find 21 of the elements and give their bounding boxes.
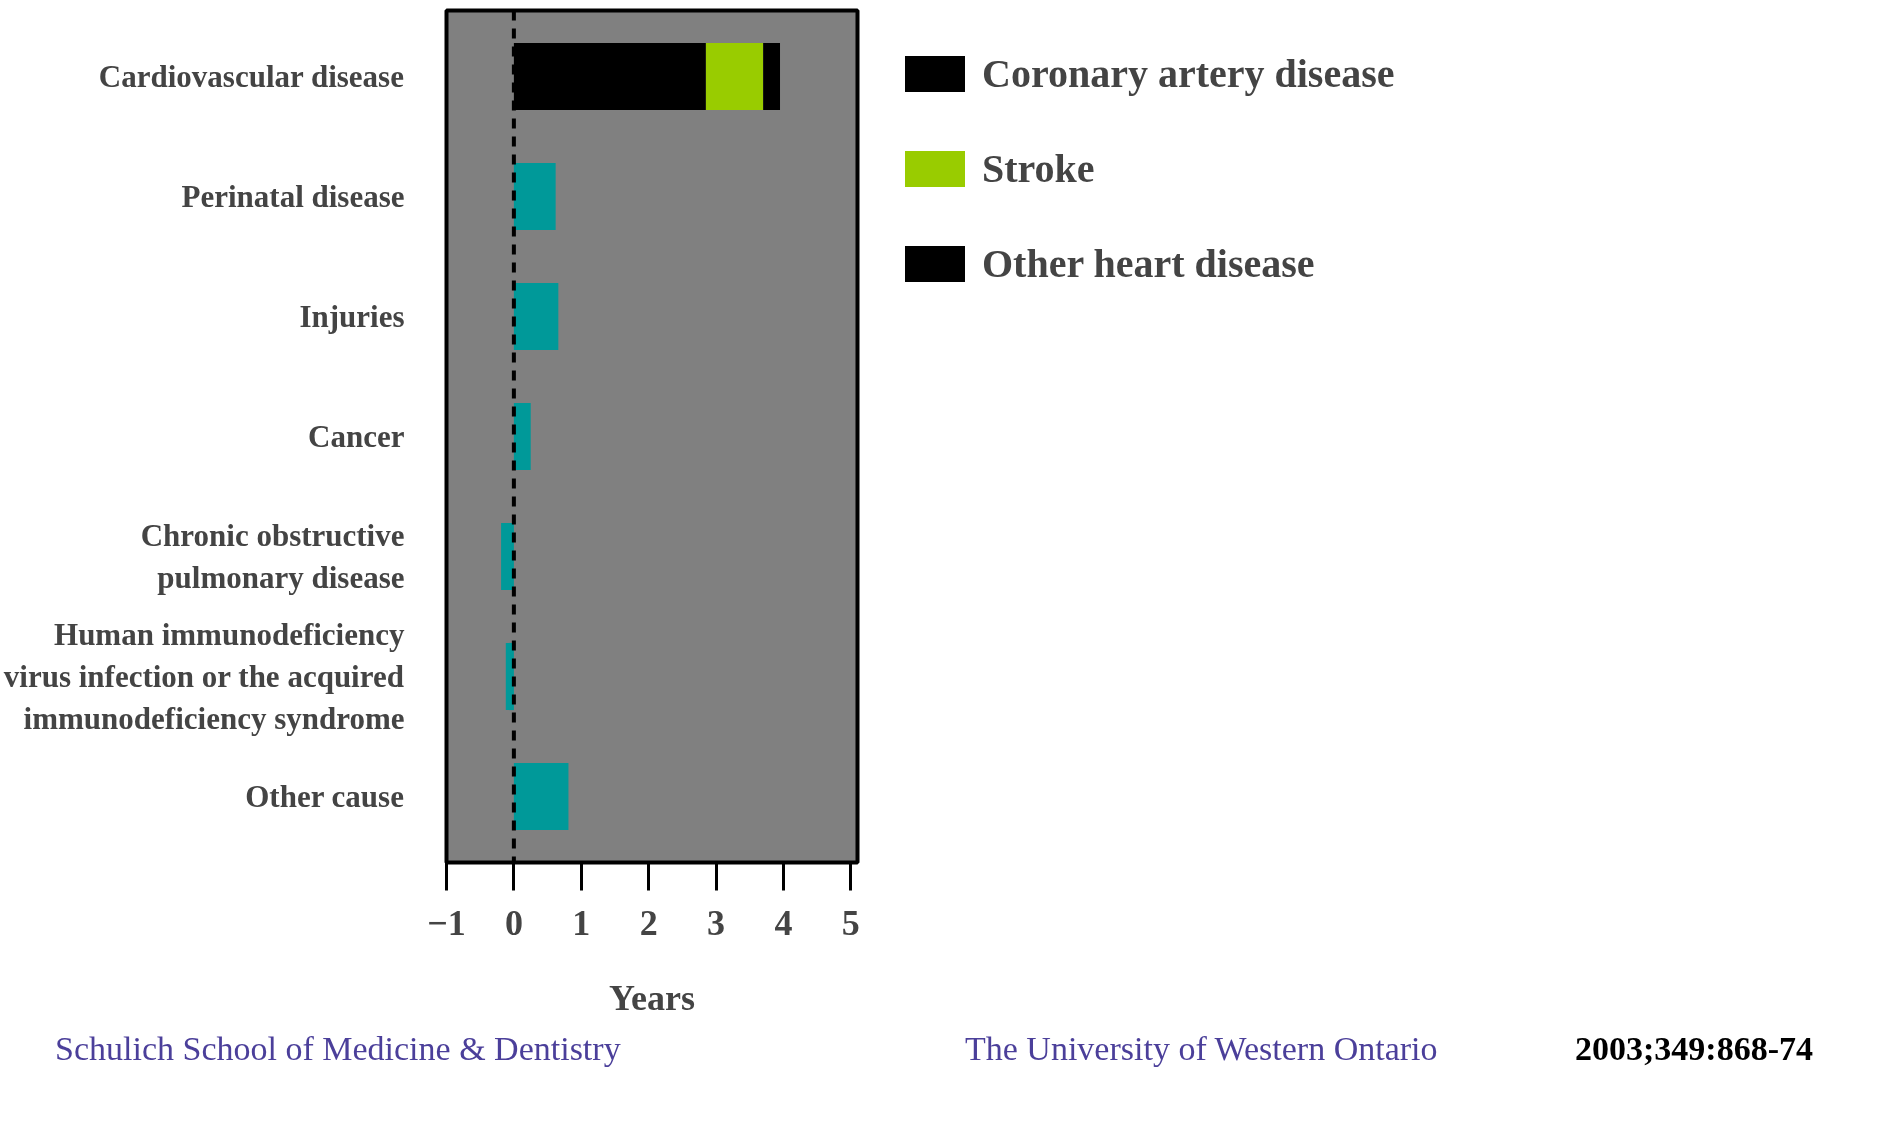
x-tick-label: 2	[639, 902, 658, 943]
text: Schulich School of Medicine & Dentistry	[55, 1029, 621, 1069]
y-tick-label: Cancer	[308, 419, 405, 454]
y-tick-label: Human immunodeficiency virus infection or the acquired immunodeficiency syndrome	[3, 617, 405, 736]
legend-label: Other heart disease	[982, 240, 1315, 287]
y-tick-label: Cardiovascular disease	[98, 59, 404, 94]
y-tick-label: Perinatal disease	[181, 179, 405, 214]
text: 2003;349:868-74	[1575, 1029, 1813, 1069]
y-tick-label: Other cause	[245, 779, 404, 814]
text: The University of Western Ontario	[965, 1029, 1438, 1069]
legend-label: Coronary artery disease	[982, 50, 1395, 97]
y-tick-label: Chronic obstructive pulmonary disease	[140, 518, 405, 595]
x-axis-title: Years	[609, 977, 695, 1018]
x-tick-label: 5	[841, 902, 860, 943]
y-tick-label: Injuries	[299, 299, 405, 334]
x-tick-label: 1	[572, 902, 591, 943]
x-tick-label: −1	[427, 902, 466, 943]
x-tick-label: 0	[504, 902, 523, 943]
x-tick-label: 4	[774, 902, 793, 943]
x-tick-label: 3	[707, 902, 726, 943]
legend-label: Stroke	[982, 145, 1095, 192]
